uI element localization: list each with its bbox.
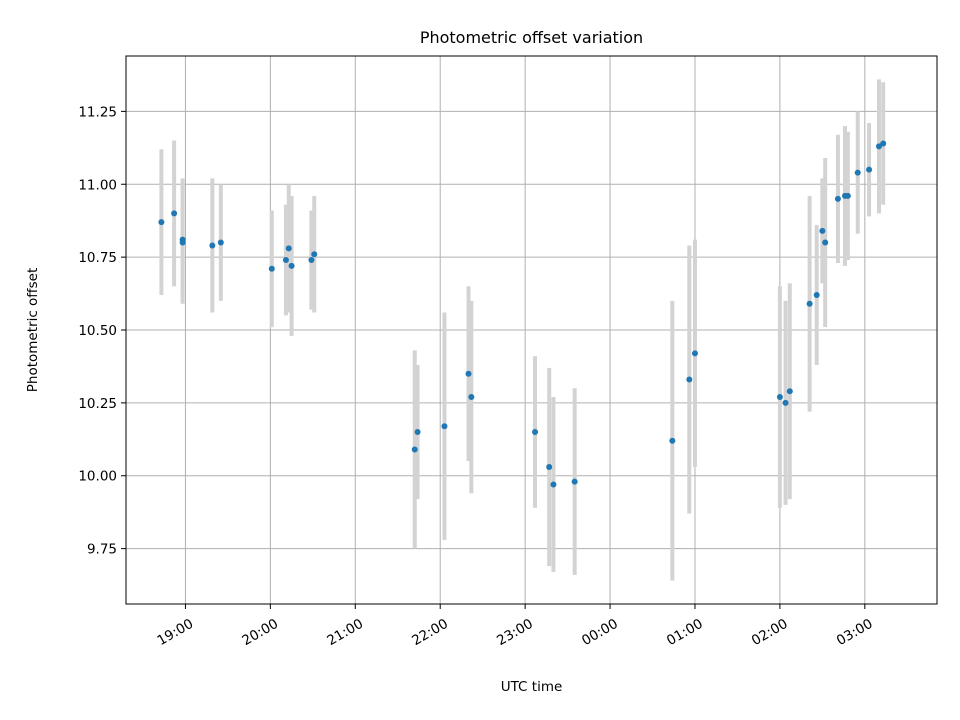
data-point (268, 265, 275, 272)
chart-title: Photometric offset variation (420, 28, 643, 47)
data-point (880, 140, 887, 147)
data-point (782, 399, 789, 406)
data-point (822, 239, 829, 246)
data-point (179, 239, 186, 246)
data-point (414, 429, 421, 436)
data-point (468, 394, 475, 401)
data-point (532, 429, 539, 436)
y-tick-label: 9.75 (87, 542, 117, 558)
data-point (834, 195, 841, 202)
x-tick-label: 20:00 (239, 616, 281, 649)
data-point (806, 300, 813, 307)
data-point (866, 166, 873, 173)
x-tick-label: 23:00 (494, 616, 536, 649)
y-tick-label: 10.25 (78, 396, 117, 412)
data-point (209, 242, 216, 249)
x-tick-label: 00:00 (579, 616, 621, 649)
x-tick-label: 21:00 (324, 616, 366, 649)
point-layer (158, 140, 887, 488)
data-point (786, 388, 793, 395)
data-point (854, 169, 861, 176)
y-tick-label: 10.50 (78, 323, 117, 339)
data-point (217, 239, 224, 246)
data-point (669, 437, 676, 444)
data-point (875, 143, 882, 150)
data-point (776, 394, 783, 401)
y-tick-label: 11.00 (78, 177, 117, 193)
data-point (311, 251, 318, 258)
data-point (813, 292, 820, 299)
data-point (550, 481, 557, 488)
x-tick-label: 02:00 (749, 616, 791, 649)
x-tick-label: 22:00 (409, 616, 451, 649)
y-tick-label: 11.25 (78, 104, 117, 120)
tick-layer: 19:00 20:00 21:00 22:00 23:00 00:00 01:00 02:00… (78, 104, 875, 649)
data-point (308, 257, 315, 264)
x-tick-label: 03:00 (834, 616, 876, 649)
data-point (686, 376, 693, 383)
grid-layer (126, 56, 937, 604)
data-point (819, 227, 826, 234)
data-point (844, 192, 851, 199)
x-tick-label: 19:00 (154, 616, 196, 649)
y-tick-label: 10.75 (78, 250, 117, 266)
data-point (465, 370, 472, 377)
y-axis-label: Photometric offset (25, 268, 41, 392)
x-axis-label: UTC time (501, 679, 563, 695)
data-point (441, 423, 448, 430)
data-point (288, 262, 295, 269)
data-point (411, 446, 418, 453)
data-point (546, 464, 553, 470)
data-point (282, 257, 289, 264)
x-tick-label: 01:00 (664, 616, 706, 649)
data-point (691, 350, 698, 357)
data-point (571, 478, 578, 485)
data-point (285, 245, 292, 252)
data-point (171, 210, 178, 217)
y-tick-label: 10.00 (78, 469, 117, 485)
data-point (158, 219, 165, 226)
